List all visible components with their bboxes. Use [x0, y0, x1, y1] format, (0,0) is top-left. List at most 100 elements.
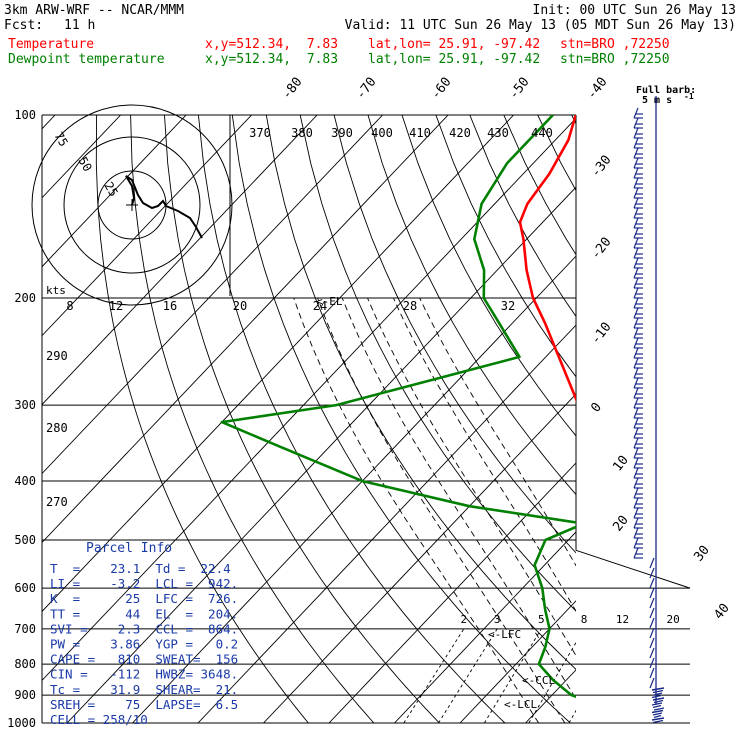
hodograph-speed-label: 20 [233, 299, 247, 313]
wind-barb [633, 547, 643, 559]
dewpoint-legend-xy: x,y=512.34, 7.83 [205, 52, 339, 67]
mixing-ratio-label: 12 [616, 613, 629, 626]
wind-barb-shaft [633, 357, 639, 369]
wind-barb-shaft [633, 367, 639, 379]
wind-barb [649, 667, 655, 679]
wind-barb-shaft [633, 237, 639, 249]
wind-barb [633, 227, 643, 239]
wind-barb-shaft [633, 307, 639, 319]
wind-barb-shaft [649, 637, 655, 649]
wind-barb [649, 677, 655, 689]
temperature-profile [518, 115, 576, 403]
wind-barb-shaft [649, 627, 655, 639]
wind-barb-shaft [633, 187, 639, 199]
wind-barb-shaft [633, 207, 639, 219]
dewpoint-profile [220, 115, 576, 699]
wind-barb [633, 497, 643, 509]
hodograph-speed-label: 28 [403, 299, 417, 313]
pressure-tick-label: 600 [14, 581, 36, 595]
mixing-ratio-label: 2 [461, 613, 468, 626]
dry-adiabat-line [299, 115, 576, 612]
wind-barb [633, 297, 643, 309]
wind-barb-shaft [633, 327, 639, 339]
wind-barb-shaft [649, 647, 655, 659]
wind-barb-shaft [633, 167, 639, 179]
parcel-info-row: T = 23.1 Td = 22.4 [50, 561, 231, 576]
dry-adiabat-line [164, 115, 440, 723]
wind-barb [633, 197, 643, 209]
isotherm-label-right: 10 [610, 453, 631, 475]
dry-adiabat-line [197, 115, 506, 723]
isotherm-line [591, 115, 740, 723]
el-marker: <-EL [316, 295, 343, 308]
wind-barb [633, 387, 643, 399]
pressure-tick-label: 900 [14, 688, 36, 702]
isotherm-line [328, 462, 576, 723]
wind-barb [633, 207, 643, 219]
isotherm-label-top: -70 [353, 75, 379, 103]
hodograph-speed-label: 8 [66, 299, 73, 313]
isotherm-label-right: -20 [588, 235, 614, 263]
wind-barb-surface [652, 719, 664, 724]
isotherm-label-top: -60 [428, 75, 454, 103]
wind-barb [633, 337, 643, 349]
wind-barb [633, 487, 643, 499]
wind-barb [633, 287, 643, 299]
wind-barb-shaft [633, 347, 639, 359]
wind-barb [633, 367, 643, 379]
mixing-ratio-line [438, 628, 498, 723]
wind-barb-shaft [649, 597, 655, 609]
isotherm-line [42, 115, 187, 268]
wind-barb-shaft [633, 437, 639, 449]
wind-barb [649, 607, 655, 619]
isotherm-label-top: -50 [506, 75, 532, 103]
theta-label-left: 270 [46, 495, 68, 509]
isotherm-line [263, 393, 576, 723]
wind-barb-shaft [633, 157, 639, 169]
wind-barb [633, 347, 643, 359]
isotherm-line [42, 115, 383, 475]
wind-barb [633, 107, 643, 119]
pressure-tick-label: 400 [14, 474, 36, 488]
pressure-tick-label: 1000 [7, 716, 36, 730]
wind-barb-shaft [649, 567, 655, 579]
wind-barb [649, 597, 655, 609]
mixing-ratio-label: 8 [581, 613, 588, 626]
wind-barb [633, 187, 643, 199]
wind-barb-shaft [633, 427, 639, 439]
wind-barb-surface [651, 687, 665, 691]
dry-adiabat-line [673, 115, 740, 723]
wind-barb-shaft [633, 287, 639, 299]
wind-barb-shaft [633, 467, 639, 479]
wind-barb [633, 437, 643, 449]
wind-barb [633, 147, 643, 159]
wind-barb-shaft [633, 487, 639, 499]
dry-adiabat-line [537, 115, 576, 192]
pressure-tick-label: 100 [14, 108, 36, 122]
wind-barb [633, 257, 643, 269]
model-title: 3km ARW-WRF -- NCAR/MMM [4, 3, 185, 18]
isotherm-label-top: -80 [279, 75, 305, 103]
wind-barb [649, 587, 655, 599]
wind-barb-shaft [633, 127, 639, 139]
pressure-tick-label: 700 [14, 622, 36, 636]
parcel-info-row: CAPE = 810 SWEAT= 156 [50, 652, 238, 667]
wind-barb-surface [652, 712, 663, 716]
ccl-marker: <-CCL [522, 674, 555, 687]
wind-barb-shaft [633, 477, 639, 489]
wind-barb-surface [653, 707, 665, 711]
wind-barb-shaft [649, 557, 655, 569]
wind-barb [649, 637, 655, 649]
dry-adiabat-line [95, 115, 309, 723]
wind-barb [633, 517, 643, 529]
moist-adiabat-line [392, 297, 576, 612]
wind-barb-shaft [633, 177, 639, 189]
wind-barb-shaft [633, 117, 639, 129]
wind-barb [633, 117, 643, 129]
wind-barb-shaft [633, 197, 639, 209]
wind-barb-surface [653, 714, 662, 719]
wind-barb [633, 457, 643, 469]
wind-barb-shaft [633, 267, 639, 279]
wind-barb [633, 377, 643, 389]
wind-barb [649, 627, 655, 639]
